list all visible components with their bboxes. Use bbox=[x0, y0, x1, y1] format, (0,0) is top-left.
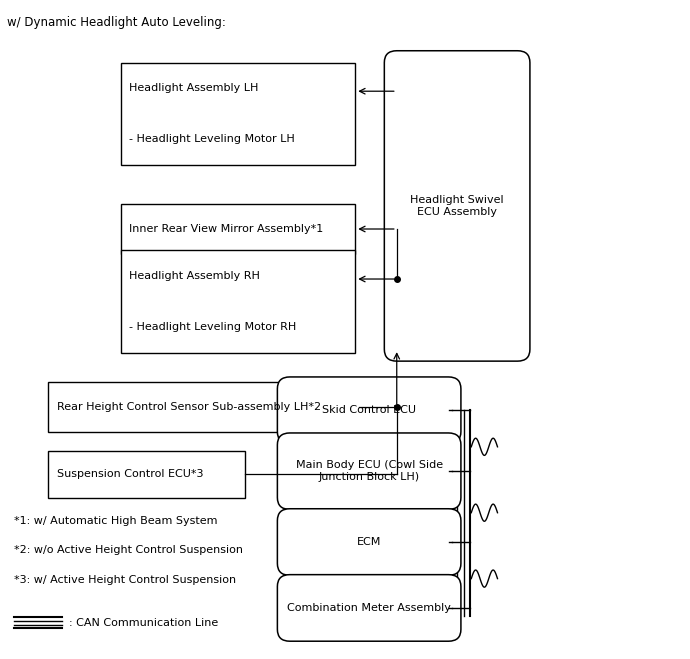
Text: Skid Control ECU: Skid Control ECU bbox=[322, 405, 416, 415]
Text: Headlight Assembly LH: Headlight Assembly LH bbox=[129, 83, 258, 93]
Text: Headlight Swivel
ECU Assembly: Headlight Swivel ECU Assembly bbox=[411, 195, 504, 217]
FancyBboxPatch shape bbox=[48, 382, 359, 432]
FancyBboxPatch shape bbox=[277, 509, 461, 575]
FancyBboxPatch shape bbox=[48, 451, 245, 498]
Text: ECM: ECM bbox=[357, 537, 382, 547]
Text: Rear Height Control Sensor Sub-assembly LH*2: Rear Height Control Sensor Sub-assembly … bbox=[57, 402, 321, 412]
Text: *2: w/o Active Height Control Suspension: *2: w/o Active Height Control Suspension bbox=[14, 545, 243, 556]
FancyBboxPatch shape bbox=[277, 377, 461, 444]
Text: - Headlight Leveling Motor LH: - Headlight Leveling Motor LH bbox=[129, 134, 295, 144]
Text: Main Body ECU (Cowl Side
Junction Block LH): Main Body ECU (Cowl Side Junction Block … bbox=[295, 461, 443, 482]
FancyBboxPatch shape bbox=[121, 63, 355, 165]
Text: w/ Dynamic Headlight Auto Leveling:: w/ Dynamic Headlight Auto Leveling: bbox=[7, 16, 226, 30]
Text: Combination Meter Assembly: Combination Meter Assembly bbox=[287, 603, 451, 613]
FancyBboxPatch shape bbox=[277, 433, 461, 509]
FancyBboxPatch shape bbox=[277, 575, 461, 641]
Text: *3: w/ Active Height Control Suspension: *3: w/ Active Height Control Suspension bbox=[14, 575, 236, 585]
Text: Inner Rear View Mirror Assembly*1: Inner Rear View Mirror Assembly*1 bbox=[129, 224, 324, 234]
Text: *1: w/ Automatic High Beam System: *1: w/ Automatic High Beam System bbox=[14, 515, 217, 526]
Text: - Headlight Leveling Motor RH: - Headlight Leveling Motor RH bbox=[129, 322, 296, 332]
FancyBboxPatch shape bbox=[384, 51, 530, 361]
FancyBboxPatch shape bbox=[121, 204, 355, 254]
Text: : CAN Communication Line: : CAN Communication Line bbox=[69, 617, 218, 628]
FancyBboxPatch shape bbox=[121, 250, 355, 353]
Text: Headlight Assembly RH: Headlight Assembly RH bbox=[129, 271, 260, 281]
Text: Suspension Control ECU*3: Suspension Control ECU*3 bbox=[57, 469, 203, 480]
